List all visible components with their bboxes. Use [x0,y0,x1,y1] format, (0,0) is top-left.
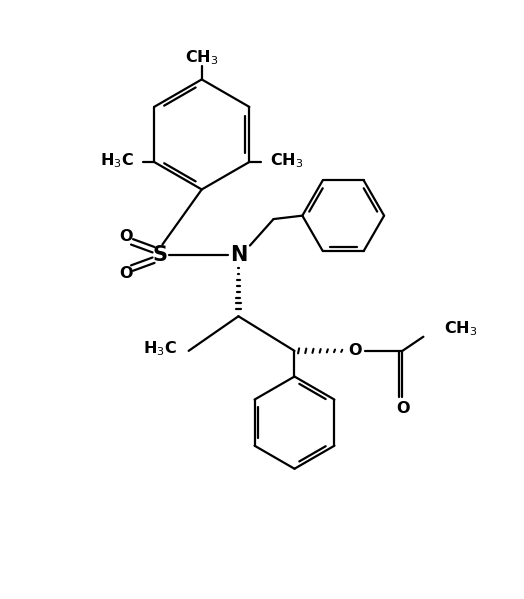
Text: O: O [348,343,362,358]
Text: N: N [230,245,247,265]
Text: H$_3$C: H$_3$C [143,339,177,358]
Text: CH$_3$: CH$_3$ [185,48,219,66]
Text: S: S [152,245,167,265]
Text: CH$_3$: CH$_3$ [444,319,478,338]
Text: O: O [397,401,410,416]
Text: CH$_3$: CH$_3$ [270,152,304,170]
Text: O: O [119,266,133,281]
Text: O: O [119,229,133,244]
Text: H$_3$C: H$_3$C [101,152,134,170]
